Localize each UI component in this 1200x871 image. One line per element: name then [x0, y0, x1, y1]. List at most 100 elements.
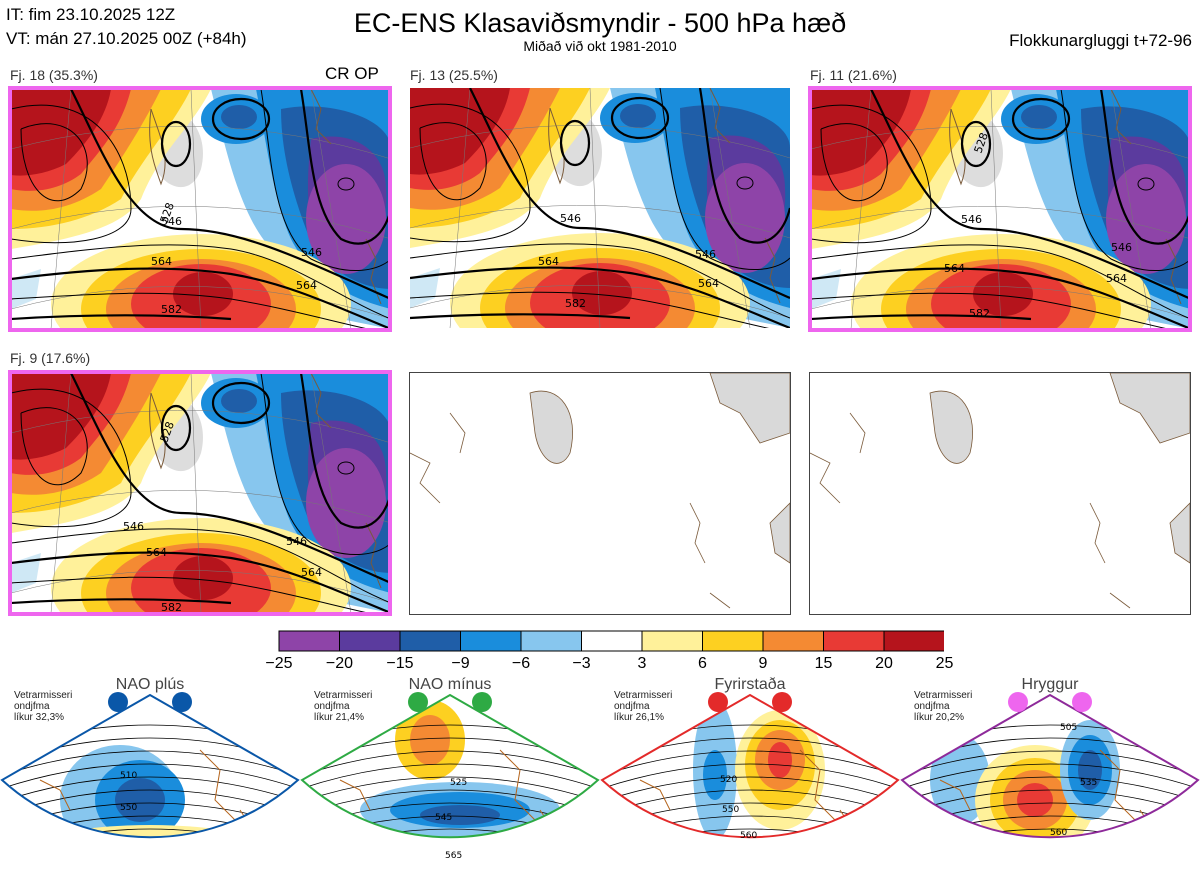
anomaly-blob — [703, 750, 727, 800]
regime-info-line: ondjfma — [14, 701, 50, 712]
colorbar-tick-label: 3 — [637, 655, 647, 672]
valid-time: VT: mán 27.10.2025 00Z (+84h) — [6, 29, 247, 48]
colorbar-tick-label: −9 — [451, 655, 470, 672]
regime-contour-label: 520 — [720, 775, 737, 785]
empty-panel — [809, 372, 1191, 615]
colorbar-segment — [339, 630, 401, 652]
regime-title: NAO plús — [115, 676, 185, 693]
regime-contour-label: 550 — [722, 805, 739, 815]
regime-info: Vetrarmisseri ondjfma líkur 20,2% — [914, 690, 1004, 723]
regime-info-line: líkur 26,1% — [614, 712, 665, 723]
regime-contour-label: 535 — [1080, 778, 1097, 788]
contour-label: 546 — [695, 248, 716, 261]
regime-outline — [900, 693, 1200, 839]
contour-label: 582 — [161, 601, 182, 613]
regime-info-line: Vetrarmisseri — [314, 690, 373, 701]
regime-marker — [1008, 692, 1028, 712]
regime-map: 525 545 565 — [300, 693, 600, 861]
regime-map: 505 535 560 — [900, 693, 1200, 839]
colorbar-tick-label: −20 — [325, 655, 354, 672]
regime-info-line: Vetrarmisseri — [14, 690, 73, 701]
height-contour — [2, 750, 298, 777]
regime-info: Vetrarmisseri ondjfma líkur 21,4% — [314, 690, 404, 723]
height-contour — [2, 776, 298, 803]
height-contour — [602, 828, 898, 838]
height-contour — [602, 789, 898, 816]
contour-label: 546 — [961, 213, 982, 226]
regime-info-line: ondjfma — [914, 701, 950, 712]
cluster-panel: 528 546 546 564 564 582 — [808, 86, 1192, 332]
regime-contour-label: 560 — [1050, 828, 1067, 838]
height-contour — [302, 828, 598, 838]
regime-info-line: Vetrarmisseri — [614, 690, 673, 701]
cluster-panel: 528 546 546 564 564 582 — [8, 86, 392, 332]
anomaly-blob — [115, 778, 165, 822]
regime-info: Vetrarmisseri ondjfma líkur 32,3% — [14, 690, 104, 723]
regime-marker — [172, 692, 192, 712]
contour-label: 564 — [1106, 272, 1127, 285]
contour-label: 564 — [698, 277, 719, 290]
cluster-panel: 546 546 564 564 582 — [410, 88, 790, 328]
colorbar-segment — [641, 630, 703, 652]
anomaly-blob — [420, 805, 500, 825]
regime-contour-label: 560 — [740, 831, 757, 841]
anomaly-blob — [1017, 783, 1053, 817]
contour-label: 564 — [944, 262, 965, 275]
cluster-3-label: Fj. 11 (21.6%) — [810, 67, 897, 83]
regime-contour-label: 565 — [445, 851, 462, 861]
contour-label: 564 — [301, 566, 322, 579]
contour-label: 546 — [301, 246, 322, 259]
regime-info-line: ondjfma — [314, 701, 350, 712]
colorbar-segment — [702, 630, 764, 652]
anomaly-blob — [768, 742, 792, 778]
cluster-1-label: Fj. 18 (35.3%) — [10, 67, 98, 83]
colorbar-tick-label: 20 — [875, 655, 893, 672]
contour-label: 546 — [1111, 241, 1132, 254]
contour-label: 582 — [969, 307, 990, 320]
colorbar-segment — [278, 630, 340, 652]
height-contour — [2, 763, 298, 790]
colorbar-tick-label: 25 — [935, 655, 954, 672]
height-contour — [302, 763, 598, 790]
colorbar-segment — [520, 630, 582, 652]
regime-info-line: líkur 32,3% — [14, 712, 65, 723]
page-title: EC-ENS Klasaviðsmyndir - 500 hPa hæð — [353, 8, 847, 38]
height-contour — [602, 776, 898, 803]
height-contour — [902, 763, 1198, 790]
contour-label: 546 — [161, 215, 182, 228]
contour-label: 546 — [560, 212, 581, 225]
empty-panel — [409, 372, 791, 615]
regime-title: Hryggur — [1021, 676, 1079, 693]
colorbar-tick-label: 6 — [698, 655, 707, 672]
regime-info-line: líkur 21,4% — [314, 712, 365, 723]
regime-marker — [708, 692, 728, 712]
regime-info-line: líkur 20,2% — [914, 712, 965, 723]
initial-time: IT: fim 23.10.2025 12Z — [6, 5, 176, 24]
anomaly-blob — [30, 825, 270, 838]
regime-map: 510 550 — [0, 693, 300, 839]
height-contour — [902, 789, 1198, 816]
regime-marker — [1072, 692, 1092, 712]
regime-contour-label: 545 — [435, 813, 452, 823]
page-subtitle: Miðað við okt 1981-2010 — [523, 38, 677, 54]
regime-outline — [600, 693, 900, 839]
colorbar-segment — [399, 630, 461, 652]
colorbar-tick-label: −6 — [511, 655, 531, 672]
contour-label: 564 — [538, 255, 559, 268]
anomaly-blob — [1078, 750, 1102, 790]
cluster-2-label: Fj. 13 (25.5%) — [410, 67, 498, 83]
contour-label: 582 — [565, 297, 586, 310]
cluster-1-tag: CR OP — [325, 64, 379, 83]
height-contour — [2, 828, 298, 838]
height-contour — [2, 724, 298, 751]
contour-label: 582 — [161, 303, 182, 316]
regime-title: NAO mínus — [408, 676, 492, 693]
height-contour — [302, 776, 598, 803]
colorbar-segment — [460, 630, 522, 652]
colorbar-segment — [762, 630, 824, 652]
regime-info-line: ondjfma — [614, 701, 650, 712]
regime-map: 520 550 560 — [600, 693, 900, 841]
regime-info-line: Vetrarmisseri — [914, 690, 973, 701]
regime-contour-label: 510 — [120, 771, 137, 781]
colorbar-tick-label: 15 — [814, 655, 833, 672]
